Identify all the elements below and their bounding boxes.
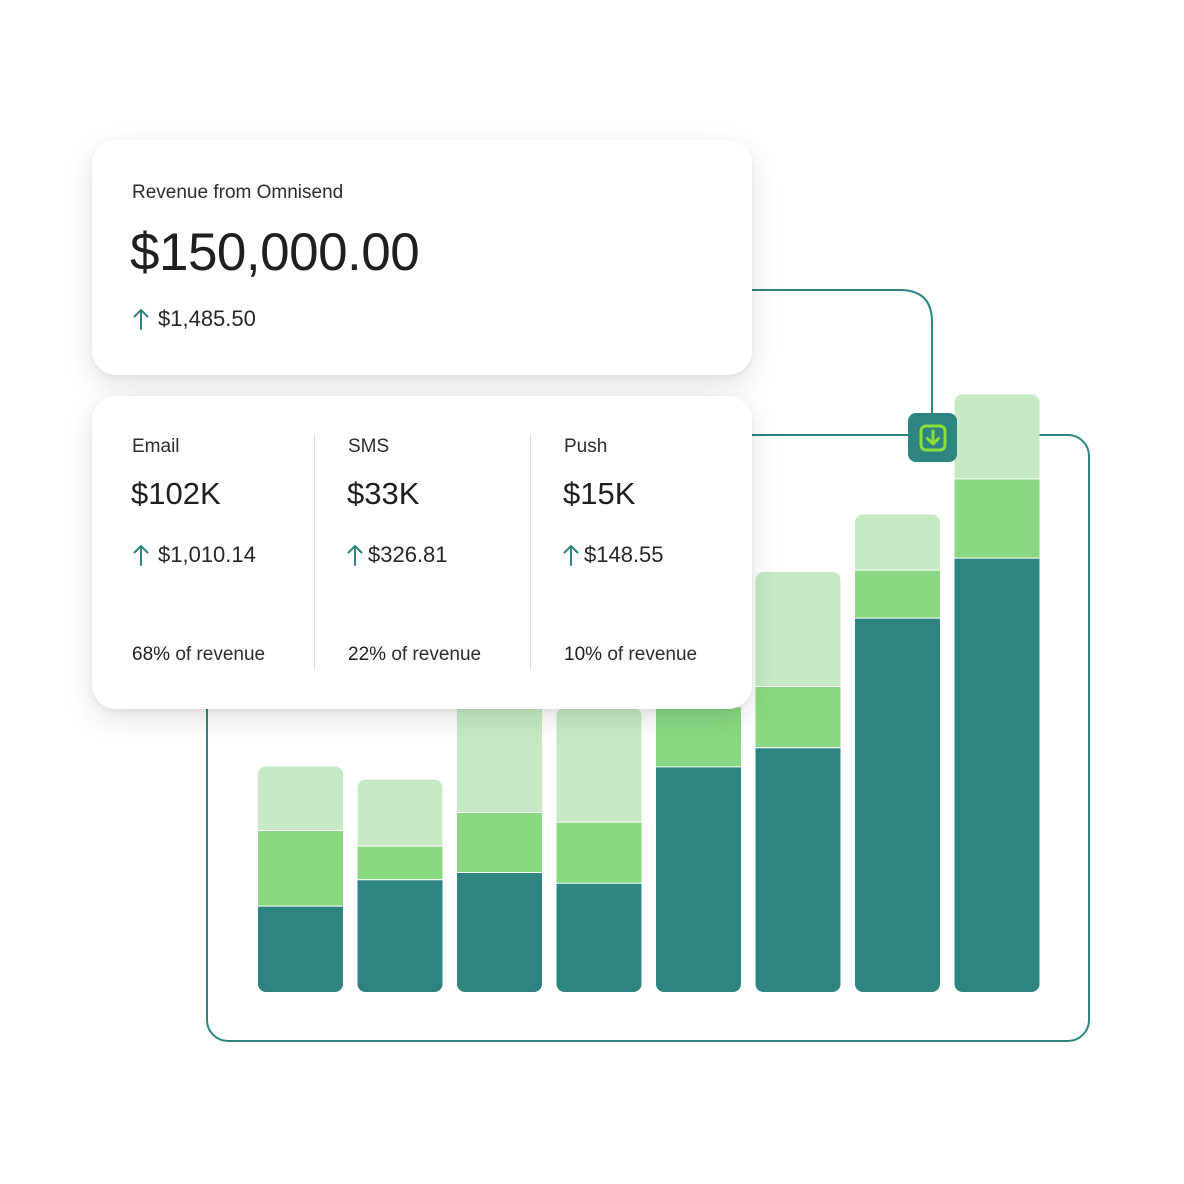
channel-sms-change: $326.81 <box>346 542 448 568</box>
bar-segment-sms <box>855 569 940 618</box>
bar-segment-email <box>357 879 443 992</box>
channel-email-label: Email <box>132 436 180 457</box>
channel-email-share-value: 68% <box>132 644 171 665</box>
bar-segment-sms <box>258 830 343 906</box>
bar-segment-email <box>656 766 741 992</box>
channel-breakdown-card: Email $102K $1,010.14 68% of revenue SMS… <box>92 396 752 709</box>
channel-sms-change-value: $326.81 <box>368 542 448 567</box>
channel-sms-share-suffix: of revenue <box>391 644 482 665</box>
channel-push-share-suffix: of revenue <box>607 644 698 665</box>
channel-push: Push $15K $148.55 10% of revenue <box>524 396 740 709</box>
bar-segment-email <box>556 882 642 992</box>
channel-email: Email $102K $1,010.14 68% of revenue <box>92 396 308 709</box>
channel-sms-share-value: 22% <box>348 644 387 665</box>
bar-segment-sms <box>656 706 741 767</box>
channel-email-change-value: $1,010.14 <box>158 542 256 567</box>
bar-segment-sms <box>357 845 443 880</box>
bar-segment-email <box>954 557 1040 992</box>
bar-segment-sms <box>755 686 841 748</box>
bar-segment-push <box>457 699 542 812</box>
download-button[interactable] <box>908 413 957 462</box>
channel-push-share: 10% of revenue <box>564 644 697 666</box>
total-revenue-change: $1,485.50 <box>132 306 256 332</box>
channel-sms-label: SMS <box>348 436 390 457</box>
channel-email-change: $1,010.14 <box>132 542 256 568</box>
bar-segment-push <box>556 707 642 822</box>
bar-segment-email <box>755 747 841 992</box>
download-icon <box>919 424 946 451</box>
total-revenue-amount: $150,000.00 <box>130 223 420 282</box>
total-revenue-card: Revenue from Omnisend $150,000.00 $1,485… <box>92 140 752 375</box>
bar-segment-email <box>457 872 542 992</box>
channel-push-amount: $15K <box>563 476 636 511</box>
arrow-up-icon <box>563 545 579 566</box>
bar-segment-push <box>855 514 940 570</box>
channel-divider <box>530 434 531 670</box>
channel-email-share: 68% of revenue <box>132 644 265 666</box>
bar-stack <box>755 572 841 992</box>
bar-segment-email <box>855 617 940 992</box>
channel-email-share-suffix: of revenue <box>175 644 266 665</box>
bar-stack <box>954 394 1040 992</box>
channel-sms-share: 22% of revenue <box>348 644 481 666</box>
channel-push-change: $148.55 <box>562 542 664 568</box>
bar-segment-sms <box>556 821 642 883</box>
bar-segment-sms <box>954 478 1040 558</box>
bar-stack <box>457 699 542 992</box>
total-revenue-change-value: $1,485.50 <box>158 306 256 331</box>
bar-stack <box>357 779 443 992</box>
channel-push-share-value: 10% <box>564 644 603 665</box>
arrow-up-icon <box>347 545 363 566</box>
channel-email-amount: $102K <box>131 476 221 511</box>
channel-divider <box>314 434 315 670</box>
channel-push-change-value: $148.55 <box>584 542 664 567</box>
total-revenue-label: Revenue from Omnisend <box>132 182 344 203</box>
bar-segment-push <box>357 779 443 846</box>
channel-push-label: Push <box>564 436 608 457</box>
bar-stack <box>258 766 343 992</box>
channel-sms: SMS $33K $326.81 22% of revenue <box>308 396 524 709</box>
bar-stack <box>855 514 940 992</box>
bar-stack <box>556 707 642 992</box>
arrow-up-icon <box>133 309 149 330</box>
arrow-up-icon <box>133 545 149 566</box>
bar-segment-sms <box>457 812 542 872</box>
channel-sms-amount: $33K <box>347 476 420 511</box>
bar-segment-email <box>258 905 343 992</box>
bar-segment-push <box>258 766 343 830</box>
bar-segment-push <box>954 394 1040 479</box>
bar-segment-push <box>755 572 841 686</box>
